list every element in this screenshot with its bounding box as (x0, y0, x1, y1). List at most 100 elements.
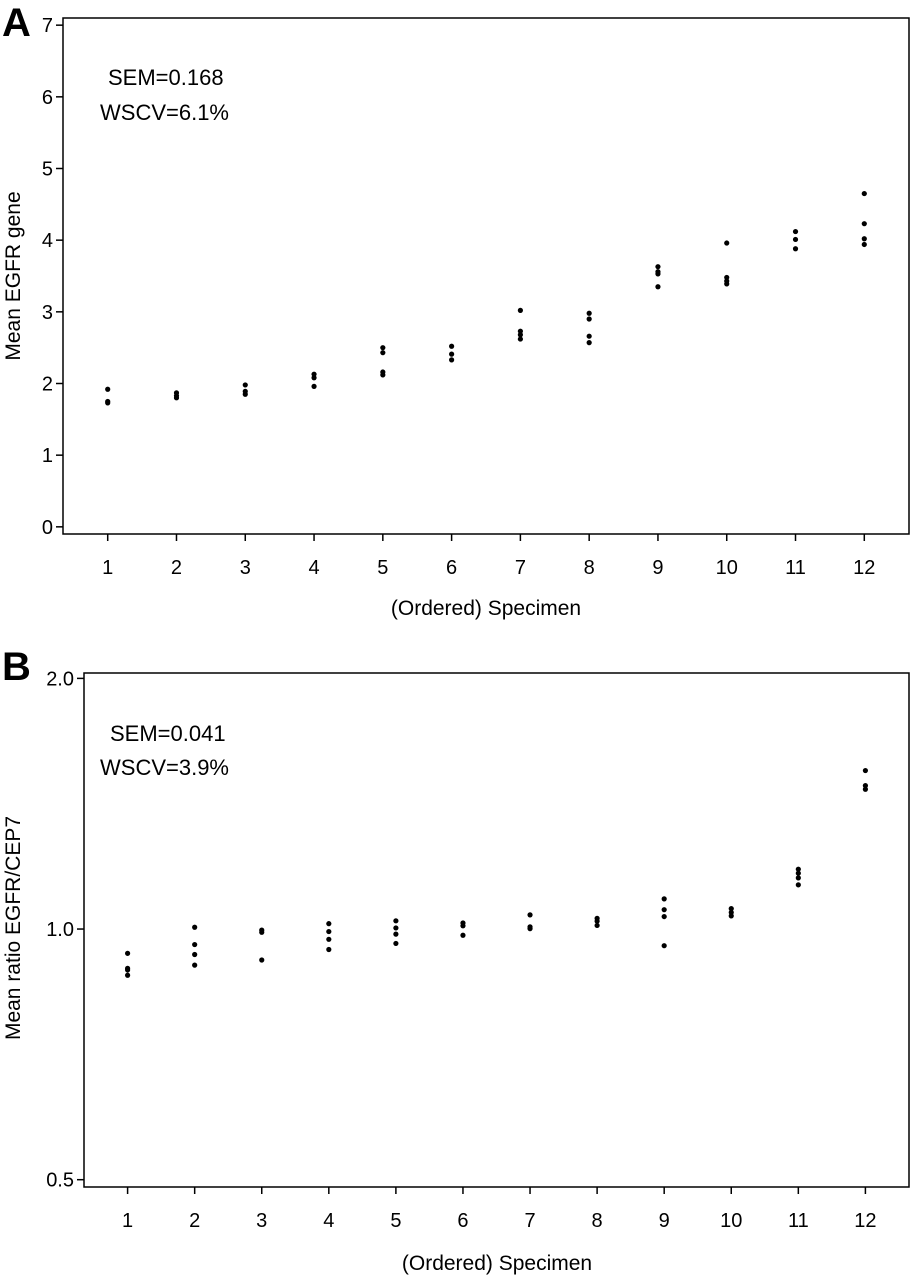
y-tick-label: 1.0 (46, 919, 74, 941)
x-tick-label: 2 (171, 557, 182, 579)
x-tick-label: 2 (189, 1210, 200, 1232)
panel-b-y-axis-label: Mean ratio EGFR/CEP7 (2, 816, 25, 1040)
panel-b-sem-annotation: SEM=0.041 (110, 721, 226, 746)
panel-a-data-points (105, 190, 867, 406)
data-point (449, 343, 455, 349)
data-point (594, 922, 600, 929)
data-point (326, 928, 332, 935)
y-tick-label: 3 (42, 302, 53, 324)
data-point (192, 962, 198, 968)
data-point (393, 940, 399, 947)
data-point (517, 332, 523, 338)
data-point (326, 921, 332, 927)
data-point (192, 941, 198, 948)
data-point (527, 926, 533, 932)
data-point (105, 400, 111, 406)
data-point (661, 913, 667, 920)
data-point (192, 951, 198, 958)
x-tick-label: 7 (515, 557, 526, 579)
x-tick-label: 6 (457, 1210, 468, 1232)
data-point (795, 882, 801, 888)
panel-a-x-axis-label: (Ordered) Specimen (391, 597, 581, 620)
panel-a-x-axis: 1 2 3 4 5 6 7 8 9 10 11 12 (102, 534, 875, 579)
data-point (393, 931, 399, 937)
data-point (661, 907, 667, 913)
data-point (124, 967, 131, 973)
panel-b-letter: B (2, 645, 31, 689)
data-point (728, 906, 734, 912)
data-point (792, 236, 799, 243)
y-tick-label: 2.0 (46, 668, 74, 690)
x-tick-label: 4 (308, 557, 319, 579)
data-point (724, 240, 730, 246)
x-tick-label: 9 (652, 557, 663, 579)
x-tick-label: 10 (716, 557, 738, 579)
panel-a-sem-annotation: SEM=0.168 (108, 65, 224, 90)
data-point (792, 246, 799, 252)
panel-a-letter: A (2, 1, 31, 45)
data-point (728, 913, 734, 919)
panel-b-y-axis: 0.5 1.0 2.0 (46, 668, 84, 1192)
data-point (795, 875, 801, 881)
data-point (173, 395, 180, 401)
y-tick-label: 2 (42, 374, 53, 396)
data-point (449, 357, 455, 363)
data-point (862, 767, 869, 774)
data-point (527, 912, 533, 918)
data-point (449, 351, 455, 357)
panel-a-plot-frame (62, 17, 910, 535)
y-tick-label: 0 (42, 517, 53, 539)
data-point (393, 918, 399, 924)
data-point (242, 391, 248, 397)
panel-b-wscv-annotation: WSCV=3.9% (100, 755, 229, 780)
x-tick-label: 1 (122, 1210, 133, 1232)
data-point (655, 271, 661, 277)
x-tick-label: 6 (446, 557, 457, 579)
data-point (655, 264, 661, 270)
panel-b-x-axis: 1 2 3 4 5 6 7 8 9 10 11 12 (122, 1187, 877, 1232)
x-tick-label: 12 (853, 557, 875, 579)
data-point (861, 236, 867, 242)
data-point (259, 957, 265, 963)
panel-a-wscv-annotation: WSCV=6.1% (100, 100, 229, 125)
x-tick-label: 10 (720, 1210, 742, 1232)
data-point (105, 386, 111, 392)
y-tick-label: 5 (42, 159, 53, 181)
data-point (594, 918, 600, 924)
x-tick-label: 3 (256, 1210, 267, 1232)
data-point (311, 375, 317, 381)
data-point (393, 925, 399, 931)
panel-a-y-axis: 0 1 2 3 4 5 6 7 (42, 15, 63, 539)
data-point (795, 866, 801, 872)
data-point (724, 281, 730, 287)
y-tick-label: 4 (42, 230, 53, 252)
data-point (517, 336, 523, 342)
data-point (192, 924, 198, 930)
data-point (124, 972, 131, 978)
data-point (862, 786, 869, 792)
data-point (380, 350, 386, 356)
data-point (311, 371, 317, 377)
x-tick-label: 5 (390, 1210, 401, 1232)
y-tick-label: 1 (42, 445, 53, 467)
x-tick-label: 8 (584, 557, 595, 579)
data-point (326, 936, 332, 942)
data-point (586, 340, 592, 346)
panel-a-y-axis-label: Mean EGFR gene (2, 191, 25, 360)
x-tick-label: 12 (854, 1210, 876, 1232)
data-point (380, 372, 386, 378)
x-tick-label: 5 (377, 557, 388, 579)
panel-b-data-points (124, 767, 869, 978)
data-point (861, 241, 867, 248)
data-point (517, 328, 523, 334)
data-point (661, 943, 667, 949)
x-tick-label: 11 (785, 557, 806, 579)
data-point (661, 896, 667, 902)
data-point (586, 316, 592, 322)
data-point (724, 274, 730, 281)
data-point (259, 929, 265, 935)
data-point (460, 932, 466, 938)
data-point (124, 950, 131, 956)
